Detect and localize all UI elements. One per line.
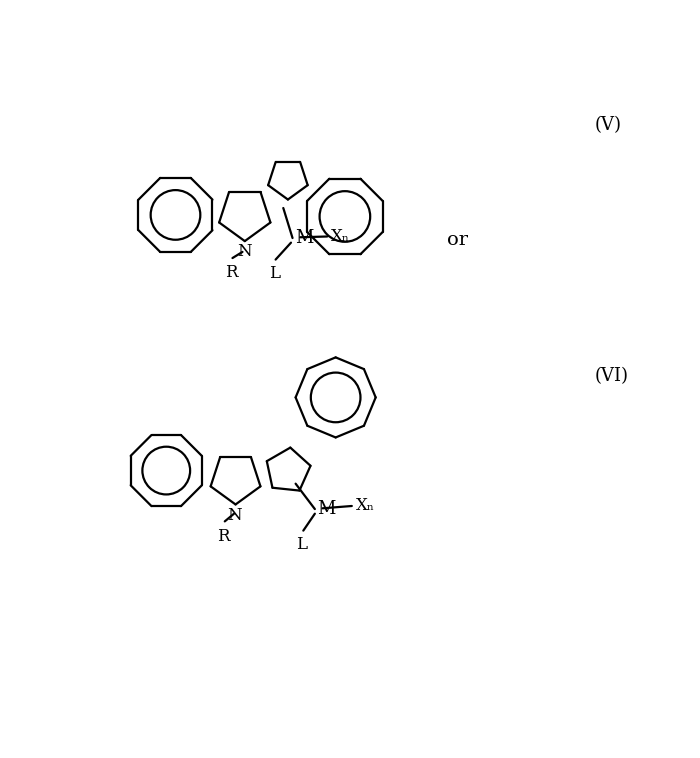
Text: Xₙ: Xₙ <box>356 497 375 515</box>
Text: (VI): (VI) <box>594 367 629 385</box>
Text: M: M <box>295 229 313 247</box>
Text: R: R <box>225 265 237 281</box>
Text: N: N <box>228 507 242 524</box>
Text: (V): (V) <box>594 116 622 134</box>
Text: R: R <box>217 528 230 544</box>
Text: or: or <box>447 230 468 249</box>
Text: N: N <box>237 243 251 261</box>
Text: L: L <box>296 536 307 553</box>
Text: Xₙ: Xₙ <box>331 228 350 245</box>
Text: M: M <box>317 500 335 518</box>
Text: L: L <box>269 265 279 282</box>
